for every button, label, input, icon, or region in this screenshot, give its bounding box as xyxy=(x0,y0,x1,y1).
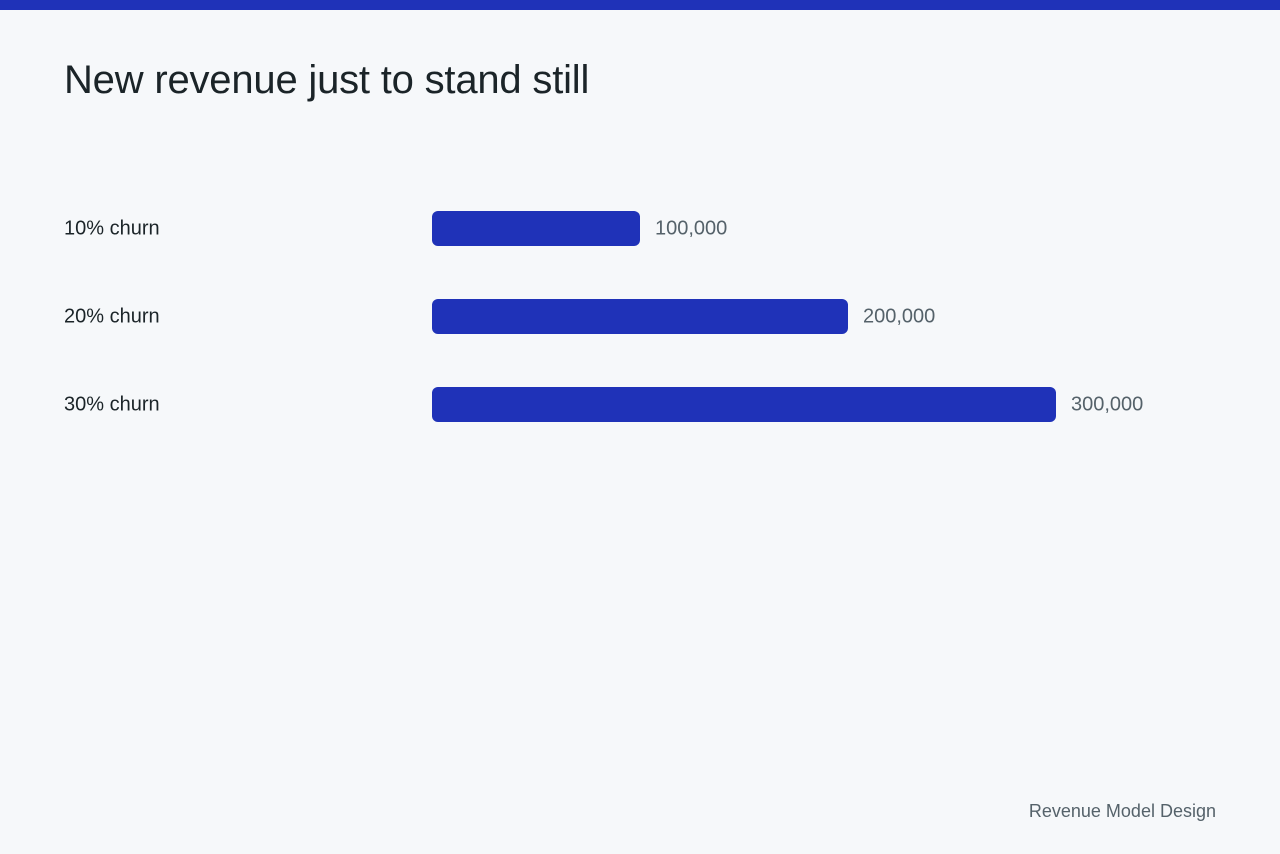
bar xyxy=(432,387,1056,422)
page-title: New revenue just to stand still xyxy=(64,58,590,102)
top-accent-bar xyxy=(0,0,1280,10)
bars-layer: 10% churn 100,000 20% churn 200,000 30% chur… xyxy=(64,211,1143,422)
footer-label: Revenue Model Design xyxy=(1028,801,1216,821)
category-label: 30% churn xyxy=(64,394,160,416)
bar-value-label: 300,000 xyxy=(1071,394,1143,416)
category-label: 20% churn xyxy=(64,306,160,328)
bar-value-label: 100,000 xyxy=(655,218,727,240)
bar xyxy=(432,211,640,246)
category-label: 10% churn xyxy=(64,218,160,240)
bar xyxy=(432,299,848,334)
bar-value-label: 200,000 xyxy=(863,306,935,328)
